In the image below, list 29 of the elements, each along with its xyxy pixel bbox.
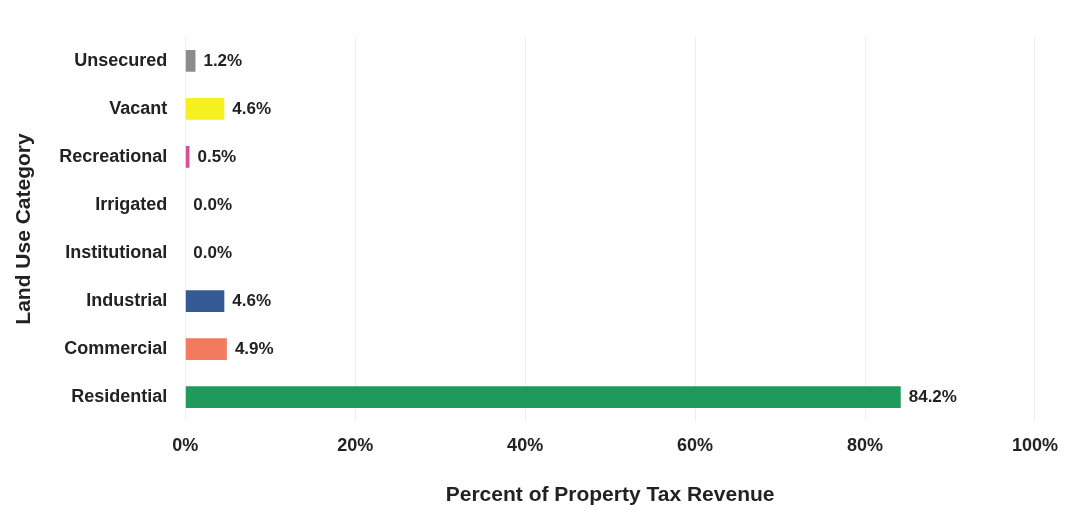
- y-tick-label: Residential: [71, 386, 168, 407]
- x-tick-label: 40%: [507, 434, 544, 455]
- y-tick-label: Industrial: [86, 290, 168, 311]
- x-tick-label: 0%: [172, 434, 199, 455]
- y-tick-label: Vacant: [109, 97, 168, 118]
- y-tick-label: Recreational: [59, 145, 168, 166]
- y-tick-label: Institutional: [65, 241, 168, 262]
- data-label: 0.5%: [197, 146, 237, 166]
- bar: [185, 386, 901, 408]
- x-tick-label: 20%: [337, 434, 374, 455]
- x-tick-label: 80%: [847, 434, 884, 455]
- bar: [185, 50, 196, 72]
- data-label: 4.9%: [234, 338, 274, 358]
- bar: [185, 290, 225, 312]
- bar: [185, 98, 225, 120]
- y-tick-label: Unsecured: [74, 49, 168, 70]
- data-label: 4.6%: [232, 98, 272, 118]
- y-tick-label: Irrigated: [95, 193, 168, 214]
- x-axis-title: Percent of Property Tax Revenue: [445, 482, 775, 506]
- data-label: 4.6%: [232, 290, 272, 310]
- data-label: 0.0%: [193, 242, 232, 262]
- bar: [185, 338, 227, 360]
- y-tick-label: Commercial: [64, 338, 168, 359]
- data-label: 1.2%: [203, 50, 243, 70]
- y-axis-title: Land Use Category: [11, 133, 35, 325]
- x-tick-label: 100%: [1011, 434, 1058, 455]
- data-label: 84.2%: [908, 386, 957, 406]
- x-tick-label: 60%: [677, 434, 714, 455]
- data-label: 0.0%: [193, 194, 232, 214]
